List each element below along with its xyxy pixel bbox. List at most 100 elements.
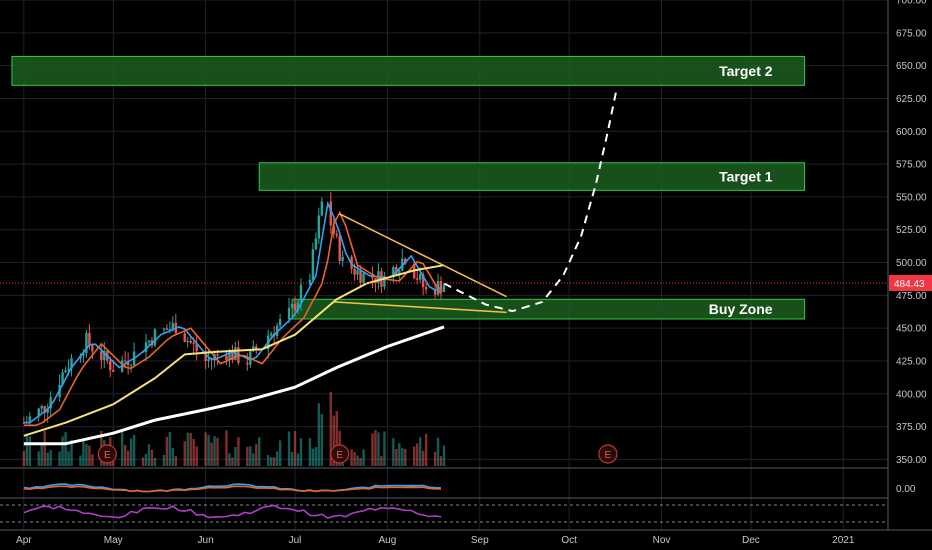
candle [383,275,386,287]
zone-label: Buy Zone [709,301,773,317]
candle [356,270,359,275]
zones: Target 2 Target 1 Buy Zone [11,55,806,320]
candle [225,355,228,361]
candle [311,249,315,280]
volume-bar [189,432,192,466]
volume-bar [70,439,73,466]
candle [290,303,294,308]
projection-path [443,87,618,313]
candle [37,408,40,417]
candle [28,416,31,422]
candle [442,285,446,293]
candle [228,350,231,361]
earnings-marker [598,444,618,464]
volume-bar [415,443,419,466]
volume-bar [207,434,210,466]
candle [278,319,282,326]
volume-bar [231,457,234,466]
candle [195,343,198,352]
volume-bar [401,448,404,466]
oscillator-line [23,504,442,519]
macd-line [23,483,442,493]
earnings-marker-label: E [336,450,343,461]
volume-bar [237,437,240,466]
volume-bar [317,403,321,466]
candle [171,322,175,330]
volume-bar [374,430,377,466]
volume-bar [126,450,130,466]
candle [433,289,437,295]
candle [153,329,157,346]
signal-line [23,485,442,493]
volume-bar [433,451,437,466]
candle [85,332,88,354]
volume-bar [421,450,425,466]
volume-bar [85,444,88,466]
volume-bar [150,449,154,466]
candle [439,281,443,293]
volume-bar [424,433,428,466]
candle [186,340,189,342]
volume-bar [82,439,85,466]
volume-bar [168,431,172,466]
y-tick-label: 475.00 [896,291,927,302]
candle [335,233,338,236]
volume-bar [266,455,270,466]
y-tick-label: 400.00 [896,389,927,400]
x-tick-label: Aug [378,535,396,546]
candle [231,350,234,360]
volume-bar [234,447,237,466]
volume-bar [64,432,67,466]
candle [91,345,94,352]
x-tick-label: Apr [16,535,32,546]
y-tick-label: 525.00 [896,225,927,236]
volume-bar [210,442,213,466]
volume-bar [120,430,124,466]
sma-mid-line [23,264,445,437]
volume-bar [255,443,258,466]
candle [207,358,210,362]
volume-bar [356,455,359,466]
volume-bar [311,448,315,466]
candle [332,225,335,234]
volume-bar [246,446,249,466]
volume-bar [216,437,219,466]
candle [144,342,148,353]
volume-bar [418,437,422,466]
volume-bar [278,440,282,466]
volume-bar [49,450,52,466]
volume-bar [371,433,374,466]
candle [392,266,395,276]
candle [168,329,172,331]
volume-bar [37,451,40,466]
volume-bar [413,446,416,466]
volume-bar [228,453,231,466]
candle [246,362,249,365]
candle [293,303,297,311]
candle [147,340,151,343]
volume-bar [290,452,294,466]
volume-bar [398,443,401,466]
candle [329,201,332,226]
y-tick-label: 600.00 [896,127,927,138]
volume-bar [362,449,365,466]
candle [43,406,46,413]
candle [418,274,422,280]
volume-bar [272,457,276,466]
candle [100,351,103,361]
candle [67,368,70,371]
trendline [339,213,507,298]
volume-bar [353,451,356,466]
volume-bar [252,453,255,466]
y-tick-label: 350.00 [896,455,927,466]
candle [269,333,273,336]
volume-bar [258,437,261,466]
volume-bar [162,454,166,466]
volume-bar [213,436,216,466]
candle [287,307,291,320]
y-tick-label: 675.00 [896,28,927,39]
trendline [333,301,507,314]
candle [252,346,255,352]
